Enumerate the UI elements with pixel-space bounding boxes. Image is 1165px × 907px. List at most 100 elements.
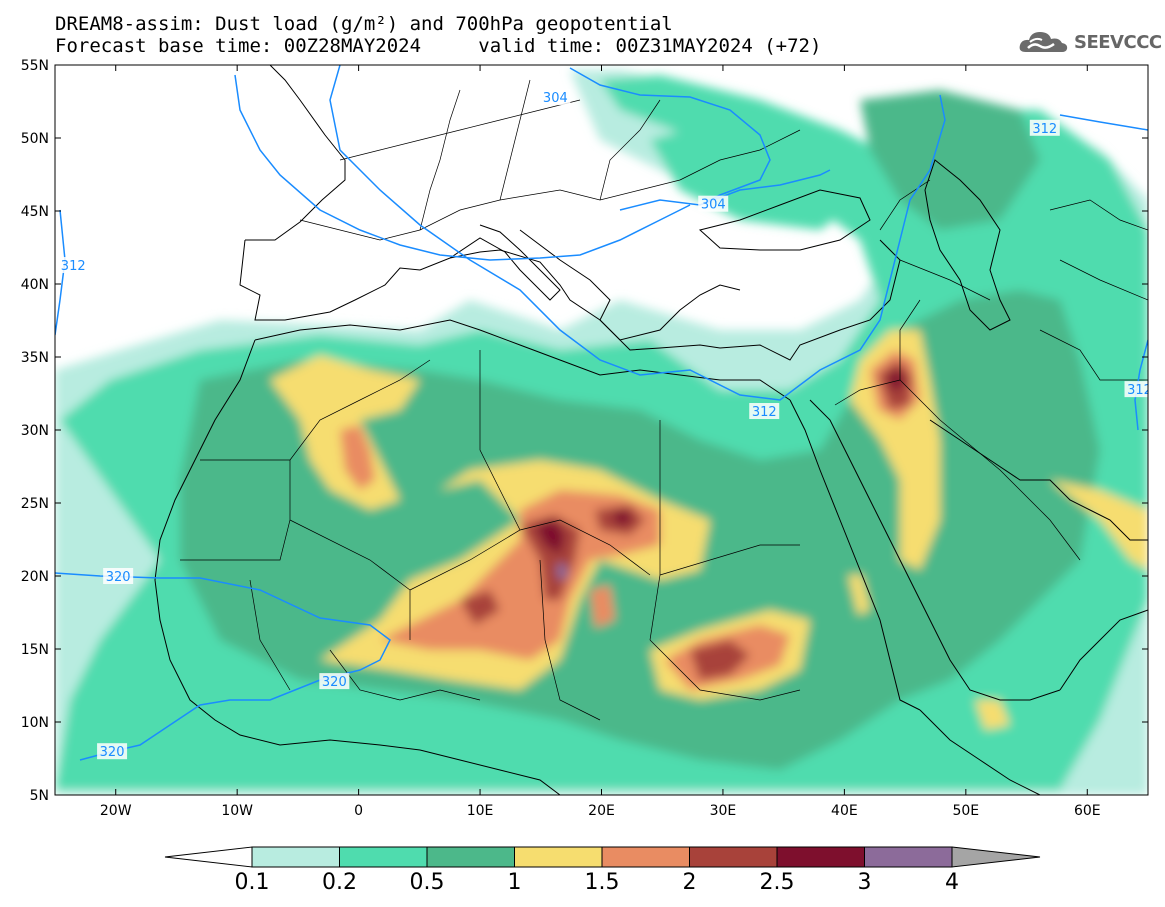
colorbar-label: 1 [507, 870, 522, 895]
seevccc-logo: SEEVCCC [1018, 28, 1162, 58]
coast-caspian [924, 159, 1011, 331]
lon-tick-label: 10W [221, 803, 253, 819]
dust-level-2.5-iraq [887, 368, 905, 392]
dust-level-1.5-chad [590, 585, 615, 628]
contour-label: 320 [106, 570, 131, 585]
lat-tick-label: 50N [21, 131, 49, 147]
contour-312-mid [329, 65, 946, 401]
cloud-icon [1019, 32, 1068, 52]
contour-312-north [234, 74, 691, 261]
colorbar-label: 0.5 [409, 870, 445, 895]
lat-tick-label: 25N [21, 496, 49, 512]
lat-tick-label: 40N [21, 277, 49, 293]
dust-level-2-niger [460, 590, 500, 625]
valid-time: valid time: 00Z31MAY2024 (+72) [478, 35, 822, 57]
dust-level-1.5-algeria [340, 425, 375, 490]
colorbar-segment [864, 846, 953, 868]
contour-label: 304 [543, 91, 568, 106]
colorbar-label: 0.1 [234, 870, 270, 895]
contour-label: 320 [322, 675, 347, 690]
lon-tick-label: 0 [354, 803, 363, 819]
coast-italy [449, 224, 561, 301]
coast-red-sea [789, 399, 1061, 711]
colorbar-segment [689, 846, 778, 868]
dust-level-2.5-libya [612, 510, 632, 526]
contour-304 [569, 67, 771, 206]
dust-level-0.5-caspian [860, 90, 1040, 230]
contour-312-east [1059, 114, 1148, 131]
coast-black-sea [698, 189, 871, 251]
lon-tick-label: 50E [952, 803, 979, 819]
lat-tick-label: 45N [21, 204, 49, 220]
latitude-ticks: 5N 10N 15N 20N 25N 30N 35N 40N 45N 50N 55N [21, 58, 1148, 804]
colorbar-segment [339, 846, 428, 868]
logo-text: SEEVCCC [1074, 32, 1162, 53]
dust-level-0.2-north [650, 120, 860, 230]
contour-label: 304 [701, 198, 726, 213]
colorbar-under-triangle [164, 846, 253, 868]
colorbar-label: 0.2 [322, 870, 357, 895]
dust-level-1-arabia-east [1050, 480, 1148, 570]
lon-tick-label: 60E [1074, 803, 1101, 819]
colorbar-segment [251, 846, 340, 868]
dust-level-1-redsea [848, 575, 870, 615]
lat-tick-label: 30N [21, 423, 49, 439]
dust-level-2.5-core [535, 520, 565, 555]
dust-level-1.5-sahara [380, 490, 660, 660]
contour-label: 312 [61, 259, 86, 274]
lat-tick-label: 55N [21, 58, 49, 74]
contour-label-bg [698, 195, 729, 212]
coast-persian-gulf [929, 419, 1148, 541]
contour-label-bg [540, 89, 571, 106]
lat-tick-label: 10N [21, 715, 49, 731]
colorbar-label: 3 [857, 870, 872, 895]
dust-level-3-core [556, 563, 568, 580]
contour-label-bg [1124, 381, 1148, 398]
contour-labels: 304 304 312 312 312 312 320 320 320 [58, 89, 1152, 760]
lon-tick-label: 30E [710, 803, 737, 819]
dust-load-field [55, 70, 1148, 795]
contour-label: 312 [1127, 383, 1152, 398]
lon-tick-label: 20E [588, 803, 615, 819]
coast-west-africa [154, 339, 561, 795]
colorbar-segment [601, 846, 690, 868]
coastlines [154, 65, 1148, 795]
coast-balkans-greece [519, 229, 741, 341]
contour-label-bg [97, 743, 128, 760]
colorbar-label: 1.5 [584, 870, 620, 895]
colorbar-over-triangle [951, 846, 1041, 868]
lon-tick-label: 20W [100, 803, 132, 819]
title-line-1: DREAM8-assim: Dust load (g/m²) and 700hP… [55, 13, 673, 35]
longitude-ticks: 20W 10W 0 10E 20E 30E 40E 50E 60E [100, 65, 1101, 819]
dust-level-1-yemen [975, 700, 1010, 730]
contour-label: 312 [1032, 122, 1057, 137]
contour-304-south [619, 169, 831, 211]
contour-label: 320 [100, 745, 125, 760]
lon-tick-label: 10E [467, 803, 494, 819]
dust-level-2-sahara [520, 515, 580, 600]
contour-label: 312 [752, 405, 777, 420]
lat-tick-label: 20N [21, 569, 49, 585]
colorbar-segment [514, 846, 603, 868]
colorbar-label: 2 [682, 870, 697, 895]
colorbar-label: 4 [945, 870, 959, 895]
lon-tick-label: 40E [831, 803, 858, 819]
lat-tick-label: 35N [21, 350, 49, 366]
contour-label-bg [1029, 119, 1060, 136]
lat-tick-label: 15N [21, 642, 49, 658]
coast-horn [919, 709, 1041, 795]
colorbar-segment [776, 846, 865, 868]
coast-iberia-europe [239, 65, 901, 361]
colorbar-segment [426, 846, 515, 868]
contour-label-bg [749, 403, 780, 420]
forecast-base-time: Forecast base time: 00Z28MAY2024 [55, 35, 422, 57]
contour-320 [55, 572, 391, 761]
title-line-2: Forecast base time: 00Z28MAY2024 valid t… [55, 36, 821, 56]
contour-label-bg [319, 673, 350, 690]
coast-arabia-south [1059, 609, 1148, 691]
coast-north-africa [254, 319, 791, 401]
dust-level-2-sudan [690, 640, 750, 680]
contour-label-bg [58, 257, 89, 274]
